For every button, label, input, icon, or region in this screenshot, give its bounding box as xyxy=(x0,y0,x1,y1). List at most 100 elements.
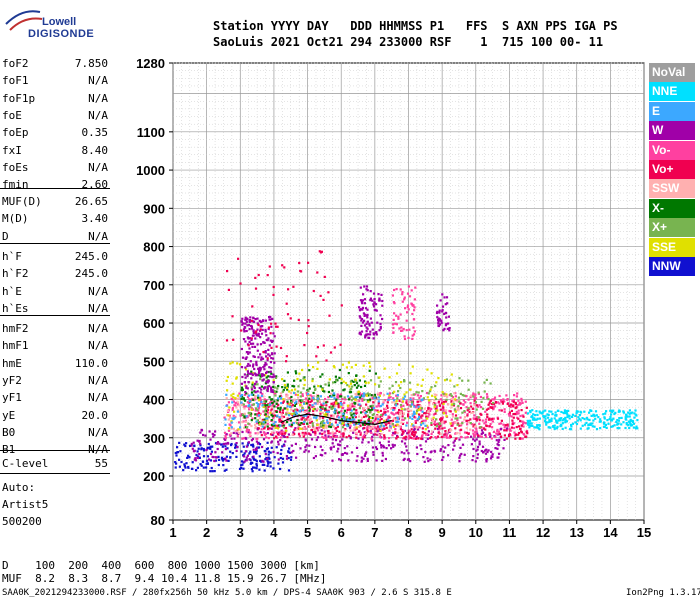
echo-point xyxy=(412,425,415,428)
echo-point xyxy=(357,425,361,428)
echo-point xyxy=(297,385,300,388)
echo-point xyxy=(429,458,432,461)
echo-point xyxy=(433,393,437,396)
echo-point xyxy=(319,395,322,398)
echo-point xyxy=(270,386,273,389)
echo-point xyxy=(241,463,244,466)
echo-point xyxy=(314,433,317,436)
echo-point xyxy=(269,451,272,454)
echo-point xyxy=(245,456,248,459)
echo-point xyxy=(336,395,339,398)
echo-point xyxy=(340,403,343,406)
echo-point xyxy=(421,420,424,423)
echo-point xyxy=(358,403,361,406)
echo-point xyxy=(301,399,304,402)
echo-point xyxy=(371,417,374,420)
echo-point xyxy=(433,403,437,407)
echo-point xyxy=(324,414,328,417)
echo-point xyxy=(478,404,481,407)
echo-point xyxy=(209,470,212,473)
echo-point xyxy=(266,274,269,277)
echo-point xyxy=(366,316,369,319)
echo-point xyxy=(524,400,527,403)
echo-point xyxy=(303,379,306,382)
y-tick-label: 800 xyxy=(143,240,165,255)
echo-point xyxy=(359,299,363,302)
echo-point xyxy=(392,331,395,334)
echo-point xyxy=(528,422,531,425)
echo-point xyxy=(232,400,236,403)
echo-point xyxy=(364,307,368,310)
echo-point xyxy=(488,417,491,420)
echo-point xyxy=(250,377,253,380)
echo-point xyxy=(300,401,303,404)
echo-point xyxy=(459,454,462,457)
echo-point xyxy=(266,457,269,460)
param-row: yF1 N/A xyxy=(2,391,108,408)
echo-point xyxy=(281,432,284,435)
echo-point xyxy=(235,377,238,380)
echo-point xyxy=(247,429,251,432)
echo-point xyxy=(420,437,423,440)
echo-point xyxy=(316,407,319,411)
echo-point xyxy=(331,405,334,408)
echo-point xyxy=(378,428,381,431)
echo-point xyxy=(635,427,638,430)
echo-point xyxy=(261,404,264,407)
echo-point xyxy=(271,415,274,418)
echo-point xyxy=(247,398,251,401)
echo-point xyxy=(264,453,267,456)
x-tick-label: 8 xyxy=(405,525,412,540)
echo-point xyxy=(281,430,284,433)
echo-point xyxy=(503,434,506,437)
echo-point xyxy=(477,416,480,419)
echo-point xyxy=(571,413,574,416)
echo-point xyxy=(294,411,298,414)
echo-point xyxy=(185,442,188,445)
echo-point xyxy=(301,394,304,397)
param-row: foF1 N/A xyxy=(2,74,108,91)
echo-point xyxy=(259,378,262,381)
echo-point xyxy=(456,400,459,403)
echo-point xyxy=(488,433,491,436)
echo-point xyxy=(488,402,491,405)
echo-point xyxy=(491,453,494,456)
echo-point xyxy=(469,396,472,399)
echo-point xyxy=(261,379,264,382)
echo-point xyxy=(455,432,458,435)
param-row: hmE 110.0 xyxy=(2,357,108,374)
echo-point xyxy=(546,421,549,424)
echo-point xyxy=(409,400,412,403)
x-tick-label: 11 xyxy=(503,525,517,540)
y-tick-label: 1000 xyxy=(136,163,165,178)
echo-point xyxy=(283,435,286,438)
echo-point xyxy=(411,433,414,436)
echo-point xyxy=(337,447,340,450)
echo-point xyxy=(233,437,236,440)
echo-point xyxy=(213,433,216,437)
echo-point xyxy=(410,289,413,292)
echo-point xyxy=(421,427,424,430)
echo-point xyxy=(330,448,333,451)
echo-point xyxy=(286,405,289,408)
echo-point xyxy=(273,352,276,355)
echo-point xyxy=(475,427,478,430)
echo-point xyxy=(374,429,377,432)
echo-point xyxy=(423,460,426,463)
echo-point xyxy=(634,413,637,416)
echo-point xyxy=(445,433,448,436)
echo-point xyxy=(357,430,361,433)
echo-point xyxy=(327,396,330,399)
echo-point xyxy=(319,405,322,409)
echo-point xyxy=(413,298,416,301)
echo-point xyxy=(327,430,330,433)
echo-point xyxy=(550,410,553,413)
echo-point xyxy=(471,411,474,414)
echo-point xyxy=(454,421,457,424)
echo-point xyxy=(435,405,438,408)
echo-point xyxy=(555,427,559,430)
echo-point xyxy=(458,377,461,380)
echo-point xyxy=(242,397,245,400)
echo-point xyxy=(421,437,424,441)
echo-point xyxy=(248,408,251,411)
